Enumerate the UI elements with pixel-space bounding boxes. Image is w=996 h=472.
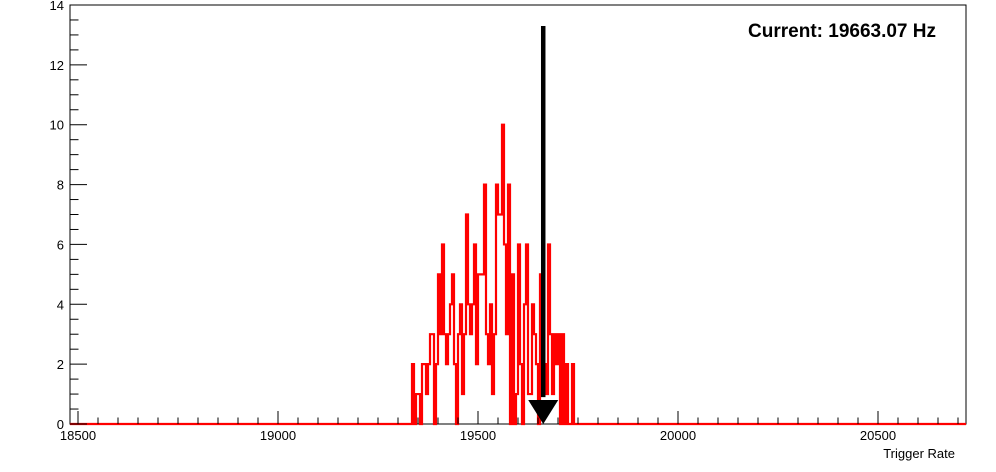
current-rate-arrow xyxy=(528,25,559,424)
x-tick-label: 19500 xyxy=(460,428,496,443)
y-axis: 0 2 4 6 8 10 12 14 xyxy=(50,0,87,432)
y-tick-label: 10 xyxy=(50,118,64,133)
x-tick-label: 20500 xyxy=(860,428,896,443)
x-axis: 18500 19000 19500 20000 20500 xyxy=(60,411,959,443)
x-tick-label: 19000 xyxy=(260,428,296,443)
x-tick-label: 20000 xyxy=(660,428,696,443)
y-tick-label: 2 xyxy=(57,357,64,372)
y-tick-label: 12 xyxy=(50,58,64,73)
current-rate-annotation: Current: 19663.07 Hz xyxy=(748,21,936,42)
y-tick-label: 4 xyxy=(57,297,64,312)
y-tick-label: 6 xyxy=(57,237,64,252)
y-tick-label: 8 xyxy=(57,178,64,193)
y-tick-label: 0 xyxy=(57,417,64,432)
y-tick-label: 14 xyxy=(50,0,64,13)
arrow-head xyxy=(528,400,559,424)
x-tick-label: 18500 xyxy=(60,428,96,443)
histogram-series xyxy=(70,123,966,426)
x-axis-title: Trigger Rate xyxy=(883,446,955,461)
histogram-outline xyxy=(70,123,966,426)
